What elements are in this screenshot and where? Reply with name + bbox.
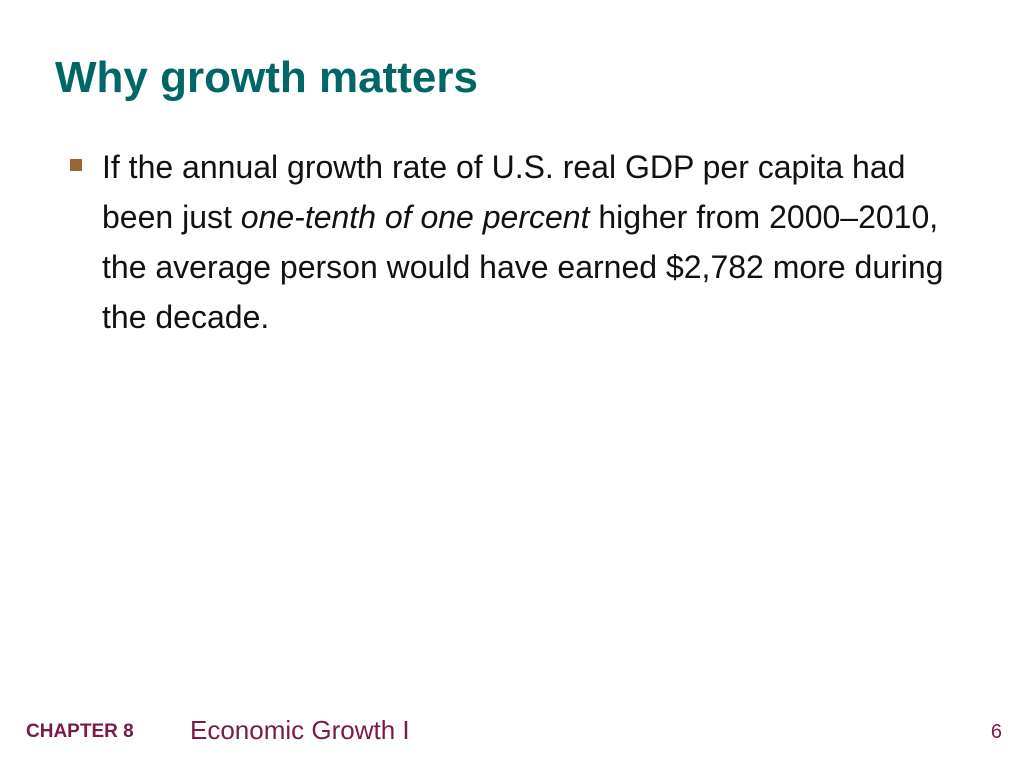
bullet-text-after: higher from 2000–2010, the average perso…: [102, 199, 944, 335]
footer-chapter-title: Economic Growth I: [190, 715, 410, 745]
square-bullet-icon: [70, 159, 82, 171]
slide-title: Why growth matters: [55, 53, 478, 102]
bullet-text: If the annual growth rate of U.S. real G…: [102, 149, 943, 335]
bullet-text-emphasis: one-tenth of one percent: [240, 199, 590, 235]
page-number: 6: [990, 721, 1002, 743]
bullet-item: If the annual growth rate of U.S. real G…: [70, 142, 950, 342]
footer-chapter-label: CHAPTER 8: [26, 721, 134, 742]
bullet-list: If the annual growth rate of U.S. real G…: [70, 142, 950, 342]
bullet-text-before: If the annual growth rate of U.S. real G…: [102, 149, 906, 235]
